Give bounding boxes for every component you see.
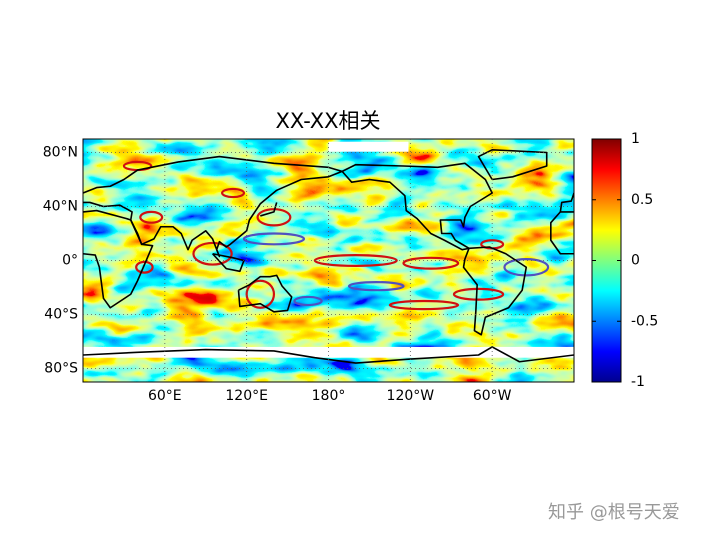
coastline [211, 252, 245, 273]
contour [139, 210, 164, 224]
x-tick-label: 120°W [387, 388, 435, 404]
contour [245, 279, 276, 309]
y-tick-label: 80°N [43, 145, 78, 161]
x-tick-label: 120°E [225, 388, 268, 404]
colorbar-tick-label: 0 [631, 253, 640, 269]
watermark: 知乎 @根号天爱 [548, 502, 680, 523]
contour [192, 241, 233, 266]
coastline [260, 202, 278, 217]
colorbar-tick-label: -1 [631, 374, 645, 390]
contour [313, 254, 398, 268]
contour [402, 256, 460, 270]
contour [242, 232, 306, 246]
contour [135, 260, 154, 274]
x-tick-label: 60°W [473, 388, 512, 404]
map-title: XX-XX相关 [275, 109, 380, 133]
y-tick-label: 80°S [44, 361, 78, 377]
missing-data [83, 346, 574, 358]
contour [293, 295, 323, 307]
coastline [83, 346, 574, 364]
colorbar [591, 138, 622, 383]
coastline [559, 192, 574, 213]
y-tick-label: 0° [62, 253, 78, 269]
coastline [550, 211, 574, 255]
coastline [477, 149, 548, 181]
contour [221, 187, 246, 199]
colorbar-tick-label: 0.5 [631, 192, 653, 208]
coastline [83, 209, 154, 309]
coastline [341, 162, 493, 251]
x-tick-label: 60°E [148, 388, 182, 404]
y-tick-label: 40°N [43, 199, 78, 215]
contour [347, 281, 405, 292]
y-tick-label: 40°S [44, 307, 78, 323]
contour [452, 287, 505, 301]
contour [388, 299, 460, 311]
colorbar-tick-label: 1 [631, 131, 640, 147]
coastline [83, 155, 343, 258]
missing-data [328, 141, 409, 152]
x-tick-label: 180° [312, 388, 346, 404]
coastline [237, 274, 293, 313]
colorbar-tick-label: -0.5 [631, 313, 658, 329]
contour [503, 258, 550, 277]
coastline [462, 246, 528, 336]
